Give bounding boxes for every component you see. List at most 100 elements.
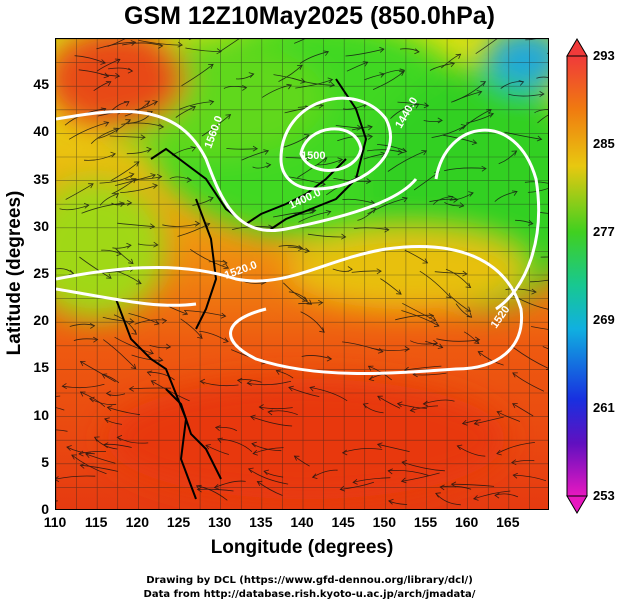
- streamline-arrowhead: [116, 435, 123, 441]
- streamline: [301, 355, 332, 360]
- streamline: [125, 176, 162, 180]
- streamline-arrowhead: [214, 425, 221, 432]
- streamline-arrowhead: [100, 59, 106, 65]
- y-tick-label: 40: [33, 123, 49, 140]
- streamline: [449, 192, 474, 201]
- colorbar-tick-label: 293: [593, 48, 615, 63]
- streamline-arrowhead: [247, 467, 254, 474]
- streamline: [68, 122, 109, 140]
- streamline: [307, 233, 346, 238]
- streamline: [99, 173, 135, 184]
- streamline-arrowhead: [319, 327, 325, 333]
- streamline-arrowhead: [128, 385, 134, 392]
- streamline: [401, 461, 445, 472]
- streamline: [527, 188, 548, 193]
- streamline-arrowhead: [399, 68, 406, 74]
- streamline-arrowhead: [150, 173, 156, 179]
- streamline: [283, 282, 312, 305]
- streamline: [473, 490, 511, 500]
- streamline-arrowhead: [217, 437, 223, 444]
- credit-line-1: Drawing by DCL (https://www.gfd-dennou.o…: [146, 575, 473, 586]
- streamline-arrowhead: [402, 196, 408, 203]
- streamline: [107, 406, 141, 416]
- streamline-arrowhead: [158, 123, 165, 130]
- streamline: [120, 184, 158, 193]
- streamline-arrowhead: [93, 436, 100, 442]
- colorbar-tick-label: 253: [593, 488, 615, 503]
- streamline: [387, 150, 427, 172]
- streamline-arrowhead: [465, 282, 472, 288]
- streamline: [515, 219, 533, 225]
- streamline: [466, 113, 494, 124]
- x-tick-label: 160: [454, 514, 479, 530]
- streamline: [340, 481, 375, 490]
- streamline-arrowhead: [158, 42, 164, 49]
- streamline-arrowhead: [341, 449, 348, 456]
- streamline-arrowhead: [252, 145, 258, 152]
- streamline-arrowhead: [404, 346, 410, 352]
- streamline-arrowhead: [377, 347, 384, 354]
- streamline-arrowhead: [89, 396, 95, 403]
- streamline-arrowhead: [116, 250, 122, 257]
- streamline-arrowhead: [511, 459, 517, 466]
- streamline-arrowhead: [461, 419, 468, 426]
- streamline: [205, 444, 230, 455]
- colorbar-bottom-arrow: [566, 495, 588, 514]
- streamlines: [56, 39, 548, 506]
- colorbar-tick-label: 261: [593, 400, 615, 415]
- streamline-arrowhead: [131, 178, 137, 184]
- streamline: [539, 211, 548, 214]
- streamline: [56, 395, 61, 397]
- streamline: [248, 468, 289, 485]
- streamline-arrowhead: [150, 380, 157, 386]
- streamline: [372, 71, 405, 90]
- streamline-arrowhead: [177, 41, 183, 48]
- streamline: [380, 278, 402, 295]
- streamline-arrowhead: [78, 450, 84, 457]
- streamline-arrowhead: [366, 178, 372, 184]
- streamline: [175, 106, 196, 118]
- streamline: [219, 39, 240, 53]
- streamline-arrowhead: [89, 323, 96, 329]
- streamline-arrowhead: [222, 259, 228, 266]
- y-tick-label: 0: [41, 501, 49, 517]
- streamline: [115, 248, 134, 264]
- streamline-arrowhead: [114, 58, 121, 64]
- streamline: [459, 109, 492, 131]
- streamline: [103, 443, 132, 448]
- streamline-arrowhead: [546, 369, 548, 370]
- x-tick-label: 150: [372, 514, 396, 530]
- streamline: [85, 453, 116, 464]
- streamline: [223, 86, 247, 89]
- streamline-arrowhead: [93, 336, 99, 343]
- x-axis-label: Longitude (degrees): [210, 537, 394, 558]
- streamline: [200, 380, 239, 387]
- streamline: [185, 47, 222, 52]
- streamline: [512, 403, 534, 417]
- streamline: [98, 119, 131, 139]
- streamline: [397, 101, 429, 107]
- streamline: [294, 455, 310, 467]
- streamline: [69, 323, 95, 327]
- streamline: [312, 469, 338, 478]
- streamline-arrowhead: [250, 414, 256, 421]
- streamline: [342, 103, 368, 110]
- x-tick-label: 120: [125, 514, 149, 530]
- streamline-arrowhead: [256, 480, 263, 487]
- streamline: [413, 372, 447, 376]
- streamline: [451, 483, 495, 487]
- streamline: [504, 131, 542, 140]
- streamline-arrowhead: [512, 372, 518, 378]
- streamline-arrowhead: [79, 391, 86, 397]
- streamline-arrowhead: [106, 405, 113, 412]
- contour-label: 1500: [301, 150, 325, 162]
- x-tick-label: 140: [290, 514, 314, 530]
- streamline: [78, 69, 109, 77]
- streamline: [540, 256, 548, 258]
- streamline-arrowhead: [396, 289, 402, 295]
- streamline-arrowhead: [148, 349, 154, 355]
- streamline: [542, 346, 548, 350]
- streamline: [137, 243, 158, 246]
- streamline: [56, 407, 65, 411]
- streamline: [410, 405, 439, 411]
